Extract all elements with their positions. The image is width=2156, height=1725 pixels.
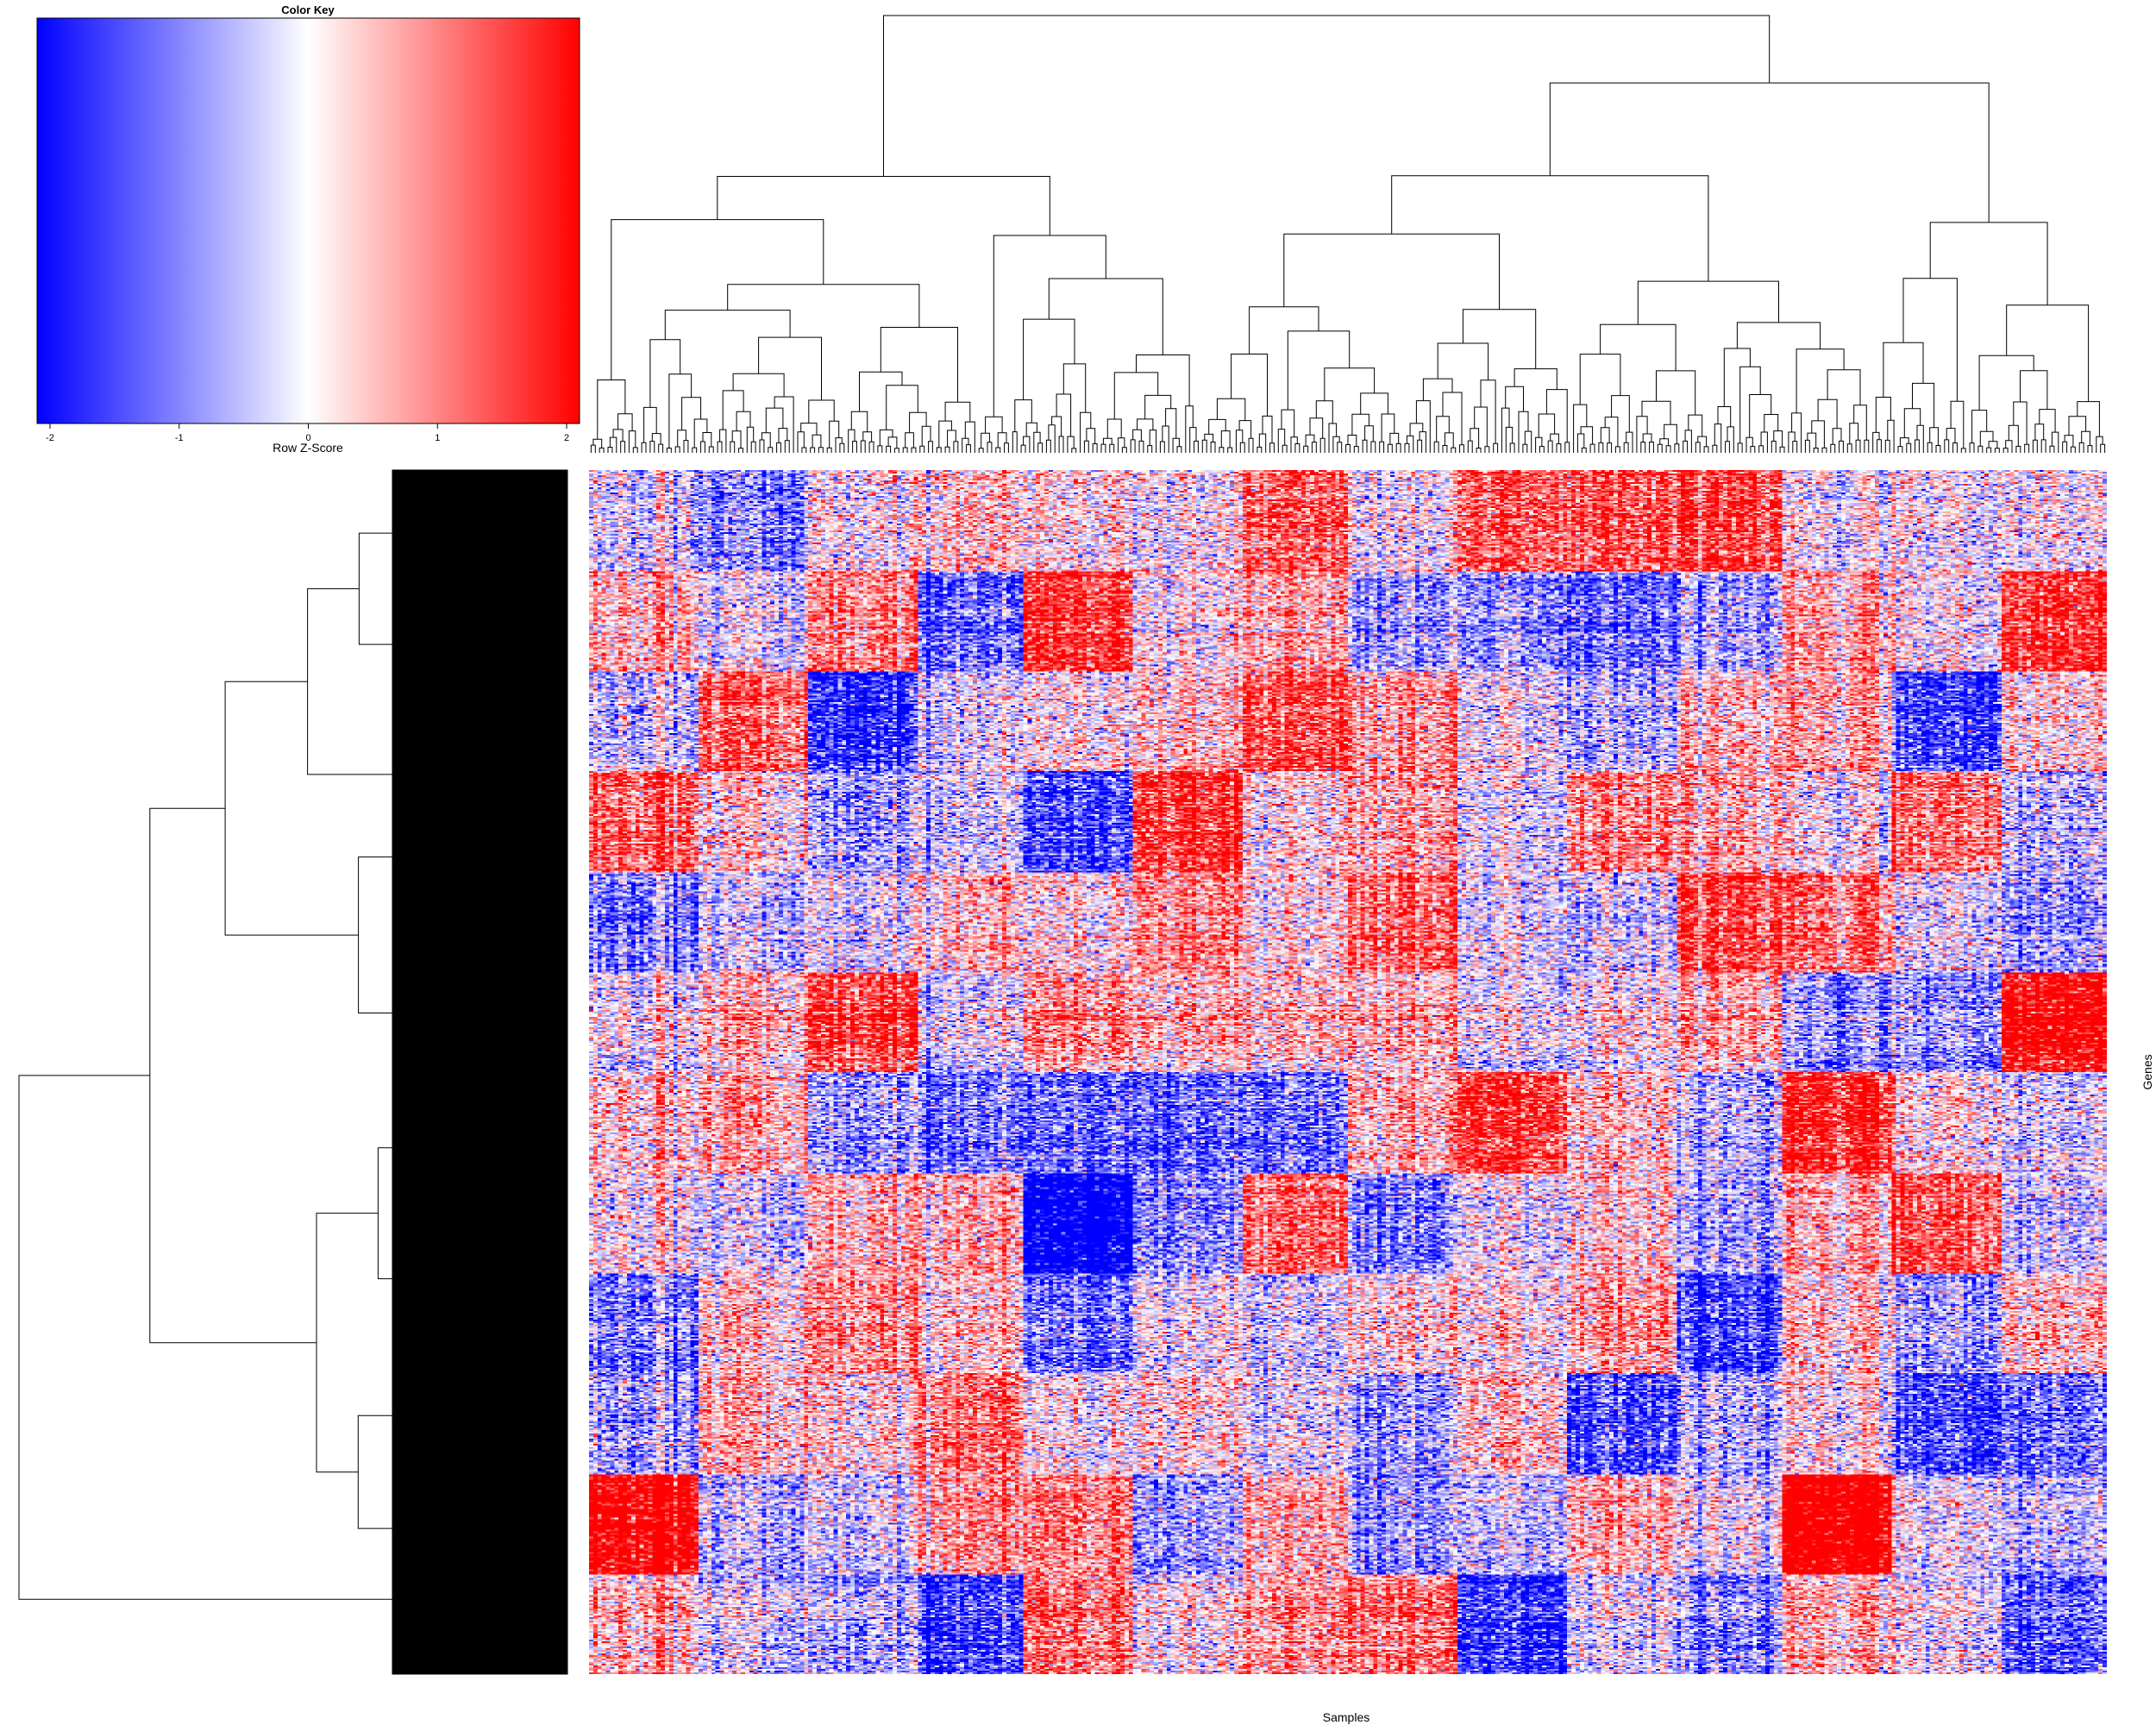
color-key-tick-label: 0 (305, 433, 310, 443)
heatmap-body (589, 470, 2107, 1674)
color-key-ticks: -2 -1 0 1 2 (46, 423, 569, 443)
color-key-gradient (36, 17, 580, 424)
color-key-tick-label: -1 (175, 433, 184, 443)
column-dendrogram (590, 15, 2106, 453)
column-dendrogram-branches (590, 15, 2106, 453)
color-key-title: Color Key (281, 3, 335, 16)
color-key-tick-label: 1 (435, 433, 440, 443)
x-axis-label: Samples (1323, 1710, 1369, 1724)
y-axis-label: Genes (2140, 1054, 2154, 1089)
color-key: Color Key -2 -1 0 1 2 Row Z-Score (36, 3, 580, 455)
color-key-tick-label: -2 (46, 433, 54, 443)
color-key-tick-label: 2 (564, 433, 569, 443)
row-dendrogram-leaves (392, 469, 568, 1675)
row-dendrogram (18, 469, 568, 1675)
color-key-xlabel: Row Z-Score (273, 441, 343, 455)
heatmap-cells (589, 470, 2107, 1674)
